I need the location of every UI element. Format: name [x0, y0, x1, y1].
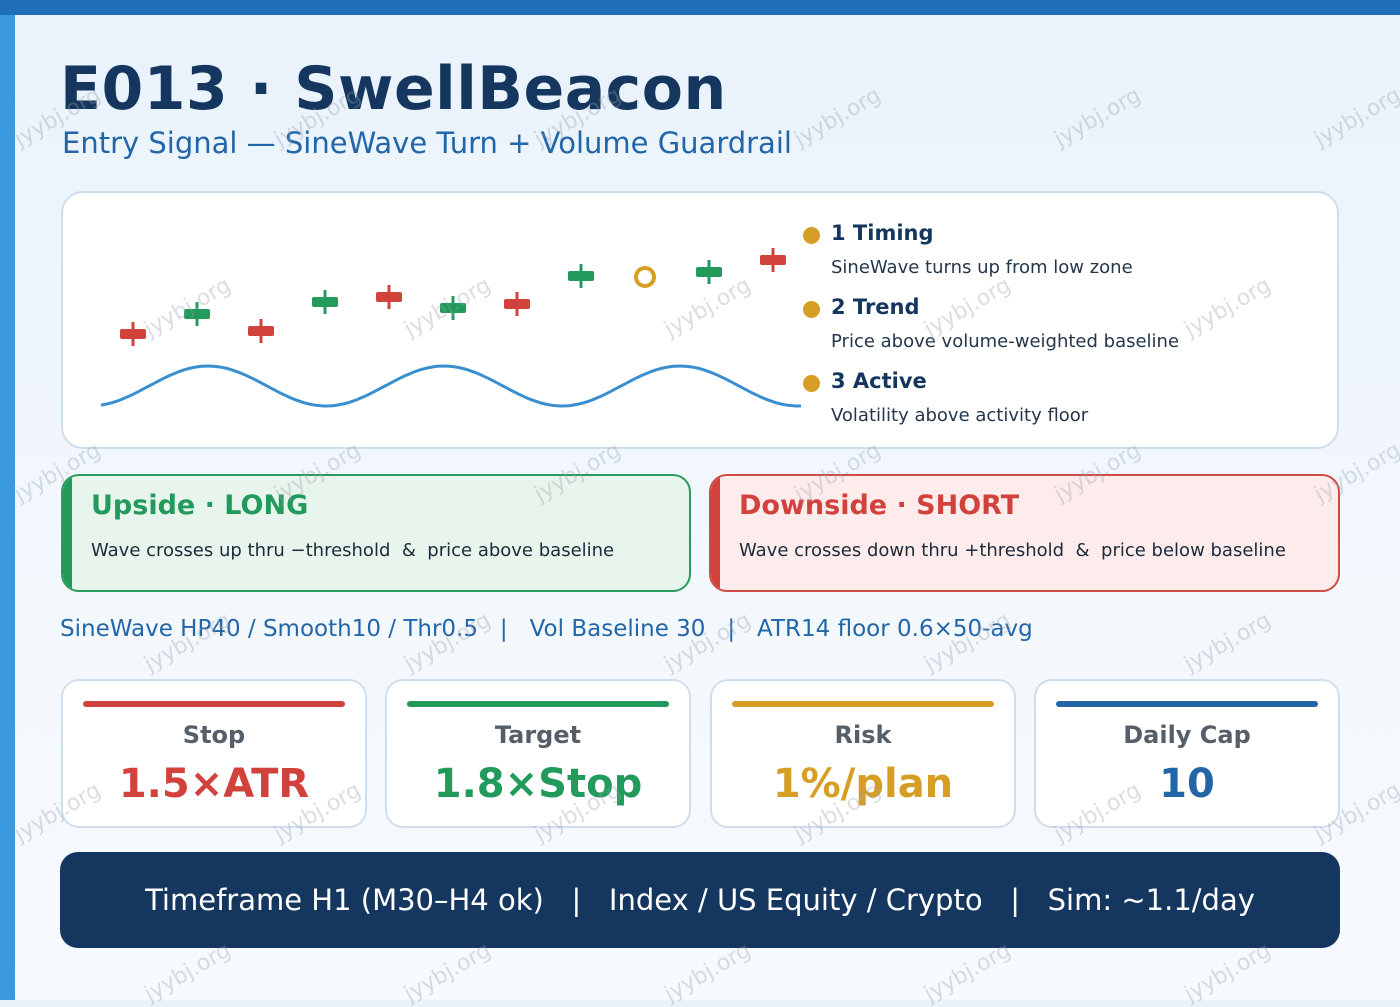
bullish-candle	[696, 260, 722, 284]
short-accent-bar	[711, 476, 720, 590]
candle-wave-illustration	[100, 248, 802, 408]
metric-label: Target	[494, 721, 582, 749]
long-accent-bar	[63, 476, 72, 590]
watermark-text: jyybj.org	[790, 82, 886, 153]
metric-label: Daily Cap	[1123, 721, 1251, 749]
long-direction-box: Upside · LONG Wave crosses up thru −thre…	[61, 474, 691, 592]
short-title: Downside · SHORT	[739, 490, 1020, 521]
condition-label: 3 Active	[831, 369, 927, 393]
bullish-candle	[440, 296, 466, 320]
condition-label: 1 Timing	[831, 221, 934, 245]
watermark-text: jyybj.org	[660, 937, 756, 1007]
metric-color-bar	[83, 701, 345, 707]
watermark-text: jyybj.org	[1310, 82, 1400, 153]
condition-desc: Price above volume-weighted baseline	[831, 331, 1180, 352]
bearish-candle	[376, 285, 402, 309]
metric-value: 1.8×Stop	[433, 761, 643, 807]
watermark-text: jyybj.org	[1050, 82, 1146, 153]
long-title: Upside · LONG	[91, 490, 309, 521]
metric-card-risk: Risk 1%/plan	[710, 679, 1016, 828]
page-subtitle: Entry Signal — SineWave Turn + Volume Gu…	[62, 126, 792, 160]
long-desc: Wave crosses up thru −threshold & price …	[91, 540, 615, 561]
watermark-text: jyybj.org	[920, 937, 1016, 1007]
top-accent-bar	[0, 0, 1400, 15]
condition-dot-icon	[803, 301, 820, 318]
footer-banner: Timeframe H1 (M30–H4 ok) | Index / US Eq…	[60, 852, 1340, 948]
parameters-line: SineWave HP40 / Smooth10 / Thr0.5 | Vol …	[60, 616, 1033, 642]
watermark-text: jyybj.org	[140, 937, 236, 1007]
watermark-text: jyybj.org	[1180, 937, 1276, 1007]
metric-value: 1%/plan	[772, 761, 954, 807]
page-title: E013 · SwellBeacon	[60, 54, 727, 124]
sinewave-line	[100, 364, 802, 408]
condition-dot-icon	[803, 227, 820, 244]
bearish-candle	[760, 248, 786, 272]
condition-desc: Volatility above activity floor	[831, 405, 1089, 426]
watermark-text: jyybj.org	[400, 937, 496, 1007]
short-direction-box: Downside · SHORT Wave crosses down thru …	[709, 474, 1340, 592]
metric-color-bar	[732, 701, 994, 707]
metric-card-stop: Stop 1.5×ATR	[61, 679, 367, 828]
metric-value: 10	[1159, 761, 1215, 807]
signal-marker-icon	[634, 266, 656, 288]
bullish-candle	[184, 302, 210, 326]
left-accent-bar	[0, 15, 15, 1000]
metric-value: 1.5×ATR	[118, 761, 310, 807]
short-desc: Wave crosses down thru +threshold & pric…	[739, 540, 1286, 561]
watermark-text: jyybj.org	[1180, 607, 1276, 678]
bullish-candle	[568, 264, 594, 288]
metric-color-bar	[407, 701, 669, 707]
metric-label: Stop	[182, 721, 246, 749]
bearish-candle	[120, 322, 146, 346]
bearish-candle	[248, 319, 274, 343]
condition-dot-icon	[803, 375, 820, 392]
metric-card-target: Target 1.8×Stop	[385, 679, 691, 828]
metric-card-daily-cap: Daily Cap 10	[1034, 679, 1340, 828]
condition-label: 2 Trend	[831, 295, 920, 319]
bullish-candle	[312, 290, 338, 314]
condition-desc: SineWave turns up from low zone	[831, 257, 1133, 278]
metric-color-bar	[1056, 701, 1318, 707]
metric-label: Risk	[834, 721, 892, 749]
signal-diagram-card: 1 Timing SineWave turns up from low zone…	[61, 191, 1339, 449]
bearish-candle	[504, 292, 530, 316]
